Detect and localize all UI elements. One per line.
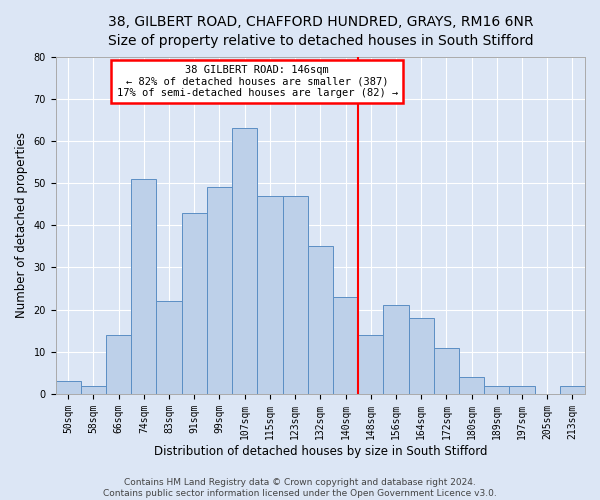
Bar (157, 301, 182, 394)
Bar (484, 386, 509, 394)
Bar (131, 179, 157, 394)
Bar (409, 318, 434, 394)
Bar (81, 386, 106, 394)
X-axis label: Distribution of detached houses by size in South Stifford: Distribution of detached houses by size … (154, 444, 487, 458)
Bar (106, 335, 131, 394)
Text: Contains HM Land Registry data © Crown copyright and database right 2024.
Contai: Contains HM Land Registry data © Crown c… (103, 478, 497, 498)
Bar (56, 382, 81, 394)
Bar (358, 335, 383, 394)
Bar (560, 386, 585, 394)
Bar (509, 386, 535, 394)
Bar (308, 246, 333, 394)
Bar (434, 348, 459, 394)
Bar (333, 297, 358, 394)
Y-axis label: Number of detached properties: Number of detached properties (15, 132, 28, 318)
Bar (232, 128, 257, 394)
Bar (207, 188, 232, 394)
Bar (459, 377, 484, 394)
Bar (257, 196, 283, 394)
Title: 38, GILBERT ROAD, CHAFFORD HUNDRED, GRAYS, RM16 6NR
Size of property relative to: 38, GILBERT ROAD, CHAFFORD HUNDRED, GRAY… (107, 15, 533, 48)
Bar (283, 196, 308, 394)
Bar (383, 306, 409, 394)
Text: 38 GILBERT ROAD: 146sqm
← 82% of detached houses are smaller (387)
17% of semi-d: 38 GILBERT ROAD: 146sqm ← 82% of detache… (116, 65, 398, 98)
Bar (182, 212, 207, 394)
